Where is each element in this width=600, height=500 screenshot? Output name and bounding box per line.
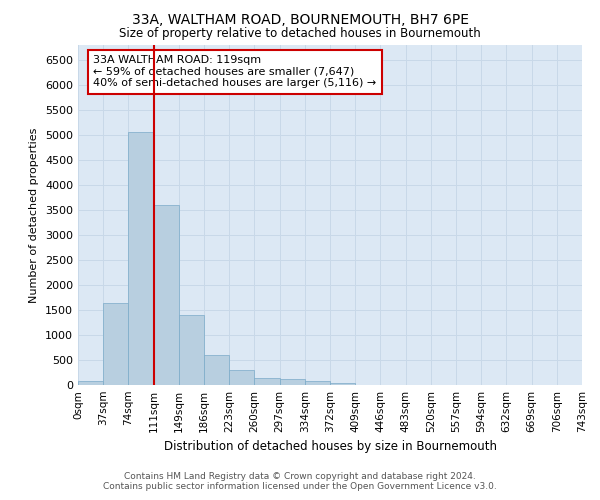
- Bar: [103, 302, 128, 385]
- Bar: [355, 384, 380, 385]
- Bar: [128, 132, 154, 385]
- Bar: [254, 378, 280, 385]
- Text: 33A, WALTHAM ROAD, BOURNEMOUTH, BH7 6PE: 33A, WALTHAM ROAD, BOURNEMOUTH, BH7 6PE: [131, 12, 469, 26]
- X-axis label: Distribution of detached houses by size in Bournemouth: Distribution of detached houses by size …: [163, 440, 497, 454]
- Bar: [280, 379, 305, 385]
- Y-axis label: Number of detached properties: Number of detached properties: [29, 128, 40, 302]
- Bar: [78, 381, 103, 385]
- Bar: [305, 381, 330, 385]
- Bar: [179, 315, 204, 385]
- Bar: [229, 370, 254, 385]
- Text: Size of property relative to detached houses in Bournemouth: Size of property relative to detached ho…: [119, 28, 481, 40]
- Bar: [330, 383, 355, 385]
- Bar: [154, 205, 179, 385]
- Text: Contains HM Land Registry data © Crown copyright and database right 2024.
Contai: Contains HM Land Registry data © Crown c…: [103, 472, 497, 491]
- Bar: [204, 354, 229, 385]
- Text: 33A WALTHAM ROAD: 119sqm
← 59% of detached houses are smaller (7,647)
40% of sem: 33A WALTHAM ROAD: 119sqm ← 59% of detach…: [93, 55, 376, 88]
